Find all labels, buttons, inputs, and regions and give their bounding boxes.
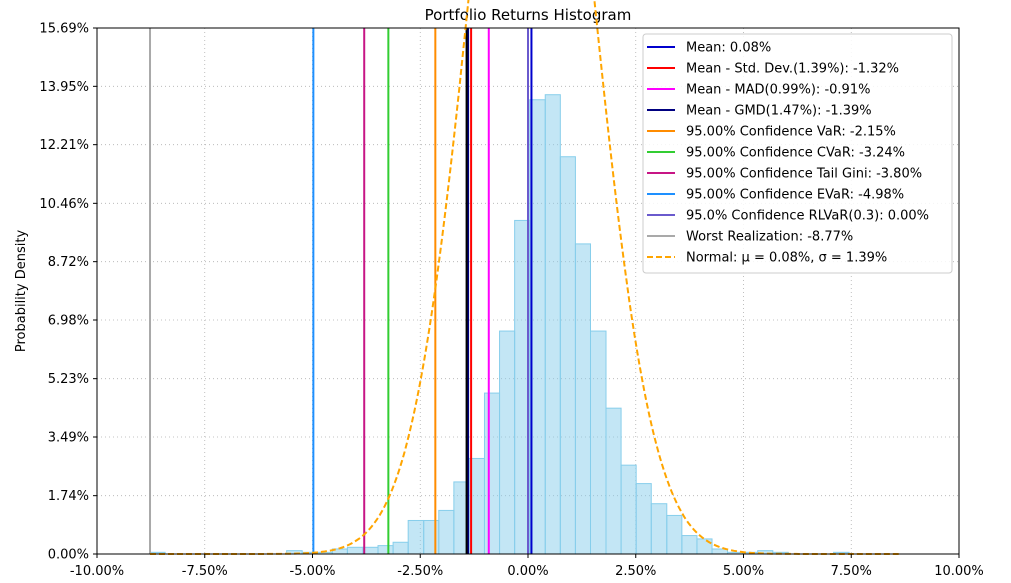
histogram-bar (346, 546, 364, 555)
chart-title: Portfolio Returns Histogram (425, 6, 632, 24)
legend-label: 95.0% Confidence RLVaR(0.3): 0.00% (686, 209, 929, 224)
histogram-bar (589, 330, 607, 555)
legend-label: 95.00% Confidence VaR: -2.15% (686, 125, 896, 140)
histogram-bar (666, 514, 683, 555)
risk-lines (149, 28, 533, 554)
x-tick-label: 10.00% (934, 564, 984, 579)
histogram-bar (392, 541, 409, 555)
x-tick-label: 2.50% (615, 564, 656, 579)
legend-label: 95.00% Confidence EVaR: -4.98% (686, 188, 904, 203)
histogram-bar (544, 94, 561, 555)
y-tick-label: 6.98% (48, 313, 89, 328)
legend-label: 95.00% Confidence Tail Gini: -3.80% (686, 167, 922, 182)
y-tick-label: 8.72% (48, 255, 89, 270)
y-tick-label: 3.49% (48, 430, 89, 445)
y-tick-label: 15.69% (39, 22, 89, 37)
histogram-bar (635, 483, 652, 555)
x-tick-label: 7.50% (831, 564, 872, 579)
y-axis-title: Probability Density (14, 230, 29, 353)
legend-label: Mean - Std. Dev.(1.39%): -1.32% (686, 62, 899, 77)
histogram-bar (574, 243, 591, 555)
histogram-bar (499, 330, 516, 555)
x-tick-label: -10.00% (70, 564, 124, 579)
legend-label-normal: Normal: μ = 0.08%, σ = 1.39% (686, 251, 887, 266)
legend-box (642, 33, 953, 274)
y-tick-label: 13.95% (39, 80, 89, 95)
legend: Mean: 0.08% Mean - Std. Dev.(1.39%): -1.3… (642, 33, 953, 274)
y-tick-label: 1.74% (48, 489, 89, 504)
legend-label: Mean - MAD(0.99%): -0.91% (686, 83, 870, 98)
x-tick-label: 0.00% (507, 564, 548, 579)
histogram-bar (696, 538, 713, 555)
histogram-bar (438, 509, 455, 555)
x-tick-label: -5.00% (290, 564, 336, 579)
axis-ticks: -10.00% -7.50% -5.00% -2.50% 0.00% 2.50% 5.00%… (39, 22, 983, 580)
legend-label: 95.00% Confidence CVaR: -3.24% (686, 146, 905, 161)
x-tick-label: -2.50% (397, 564, 443, 579)
y-tick-label: 12.21% (39, 138, 89, 153)
histogram-bar (620, 464, 637, 555)
histogram-bar (650, 503, 668, 555)
histogram-bar (407, 519, 425, 555)
legend-label: Mean: 0.08% (686, 41, 771, 56)
histogram-bar (681, 535, 698, 555)
histogram-bar (559, 156, 576, 555)
y-tick-label: 5.23% (48, 372, 89, 387)
histogram-bar (377, 545, 394, 555)
histogram-bar (605, 407, 622, 555)
x-tick-label: 5.00% (723, 564, 764, 579)
histogram-bar (483, 392, 501, 555)
legend-label: Mean - GMD(1.47%): -1.39% (686, 104, 872, 119)
legend-label: Worst Realization: -8.77% (686, 230, 853, 245)
histogram-bar (423, 519, 440, 555)
y-tick-label: 10.46% (39, 197, 89, 212)
x-tick-label: -7.50% (182, 564, 228, 579)
y-tick-label: 0.00% (48, 548, 89, 563)
